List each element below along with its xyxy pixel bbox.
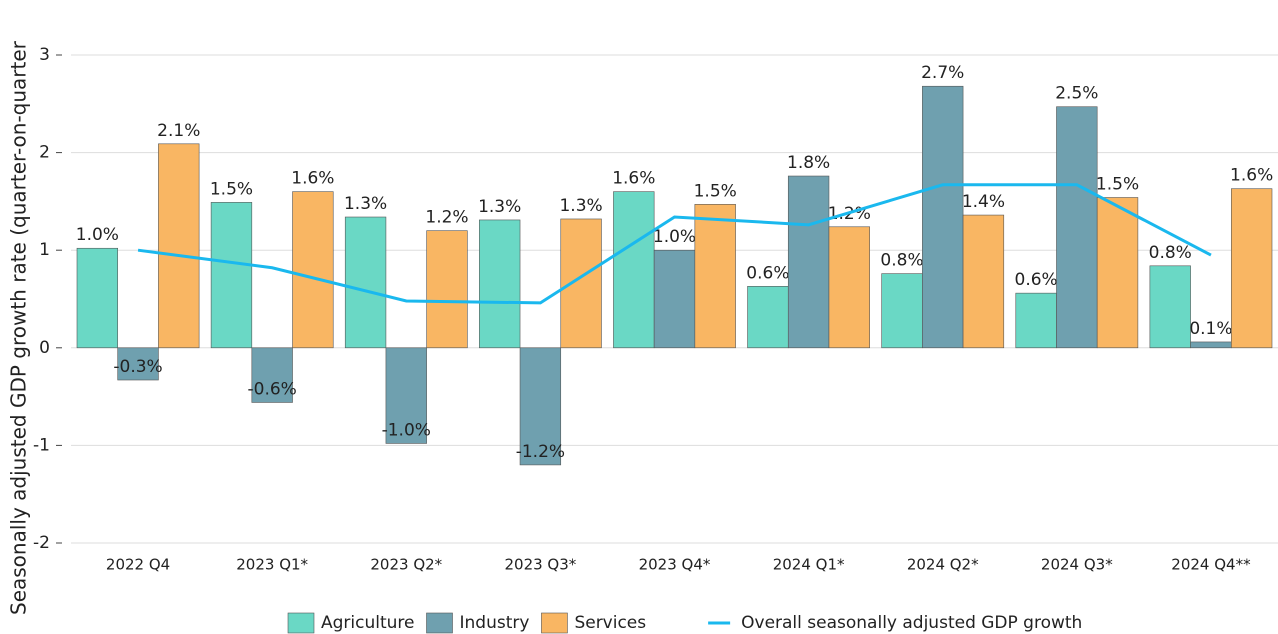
legend-label: Industry — [460, 613, 530, 633]
line — [137, 183, 1212, 305]
bar — [117, 347, 159, 381]
bar — [881, 273, 923, 349]
bar — [158, 143, 200, 349]
bar — [479, 219, 521, 349]
bar — [922, 85, 964, 349]
bar — [426, 230, 468, 349]
value-label: 1.6% — [1230, 166, 1273, 186]
value-label: 0.6% — [1015, 270, 1058, 290]
value-label: 2.1% — [157, 121, 200, 141]
bar — [385, 347, 427, 444]
x-tick-label: 2023 Q2* — [370, 556, 442, 574]
legend-swatch — [426, 612, 453, 634]
value-label: 1.3% — [478, 197, 521, 217]
bar — [1096, 197, 1139, 349]
y-tick-label: 3 — [39, 45, 50, 65]
bar — [210, 202, 253, 349]
bar — [519, 347, 562, 466]
value-label: 1.5% — [210, 179, 253, 199]
bar — [292, 191, 334, 349]
value-label: 1.5% — [1096, 174, 1139, 194]
x-tick-label: 2022 Q4 — [106, 556, 170, 574]
value-label: 1.0% — [653, 227, 696, 247]
legend-swatch — [541, 612, 568, 634]
value-label: 1.5% — [694, 181, 737, 201]
y-axis-title: Seasonally adjusted GDP growth rate (qua… — [7, 40, 31, 615]
y-tick-label: 1 — [39, 240, 50, 260]
bar — [653, 249, 696, 349]
bar — [828, 226, 870, 349]
y-tick-label: 2 — [39, 143, 50, 163]
bar — [1190, 341, 1232, 349]
bar — [613, 191, 655, 349]
value-label: -1.2% — [516, 442, 565, 462]
value-label: 1.4% — [962, 192, 1005, 212]
y-tick-label: 0 — [39, 338, 50, 358]
legend-swatch — [287, 612, 315, 634]
bar — [76, 247, 119, 349]
value-label: 1.3% — [559, 196, 602, 216]
x-tick-label: 2023 Q4* — [639, 556, 711, 574]
value-label: 2.7% — [921, 63, 964, 83]
legend-label: Agriculture — [321, 613, 415, 633]
bar — [344, 216, 387, 349]
value-label: 1.6% — [291, 169, 334, 189]
bar — [251, 347, 293, 403]
value-label: -0.3% — [113, 357, 162, 377]
bar — [1056, 106, 1098, 349]
legend-label: Services — [574, 613, 646, 633]
x-tick-label: 2024 Q3* — [1041, 556, 1113, 574]
value-label: 1.3% — [344, 194, 387, 214]
bar — [1230, 188, 1273, 349]
value-label: -1.0% — [382, 420, 431, 440]
bar — [694, 204, 736, 349]
bar — [560, 218, 602, 349]
x-tick-label: 2024 Q1* — [773, 556, 845, 574]
bar — [962, 214, 1005, 349]
x-tick-label: 2023 Q1* — [236, 556, 308, 574]
value-label: 1.6% — [612, 169, 655, 189]
x-tick-label: 2023 Q3* — [504, 556, 576, 574]
value-label: 0.1% — [1189, 319, 1232, 339]
x-tick-label: 2024 Q4** — [1171, 556, 1251, 574]
x-tick-label: 2024 Q2* — [907, 556, 979, 574]
y-tick-label: -1 — [33, 435, 50, 455]
value-label: 1.8% — [787, 153, 830, 173]
value-label: 0.8% — [880, 251, 923, 271]
value-label: 2.5% — [1055, 84, 1098, 104]
y-tick-label: -2 — [33, 533, 50, 553]
value-label: 1.0% — [76, 225, 119, 245]
bar — [1015, 292, 1057, 349]
legend-label: Overall seasonally adjusted GDP growth — [741, 613, 1082, 633]
value-label: 0.8% — [1149, 243, 1192, 263]
bar — [787, 175, 830, 349]
bar — [1149, 265, 1191, 349]
value-label: 1.2% — [425, 208, 468, 228]
value-label: -0.6% — [248, 379, 297, 399]
bar — [747, 286, 789, 349]
value-label: 0.6% — [746, 263, 789, 283]
